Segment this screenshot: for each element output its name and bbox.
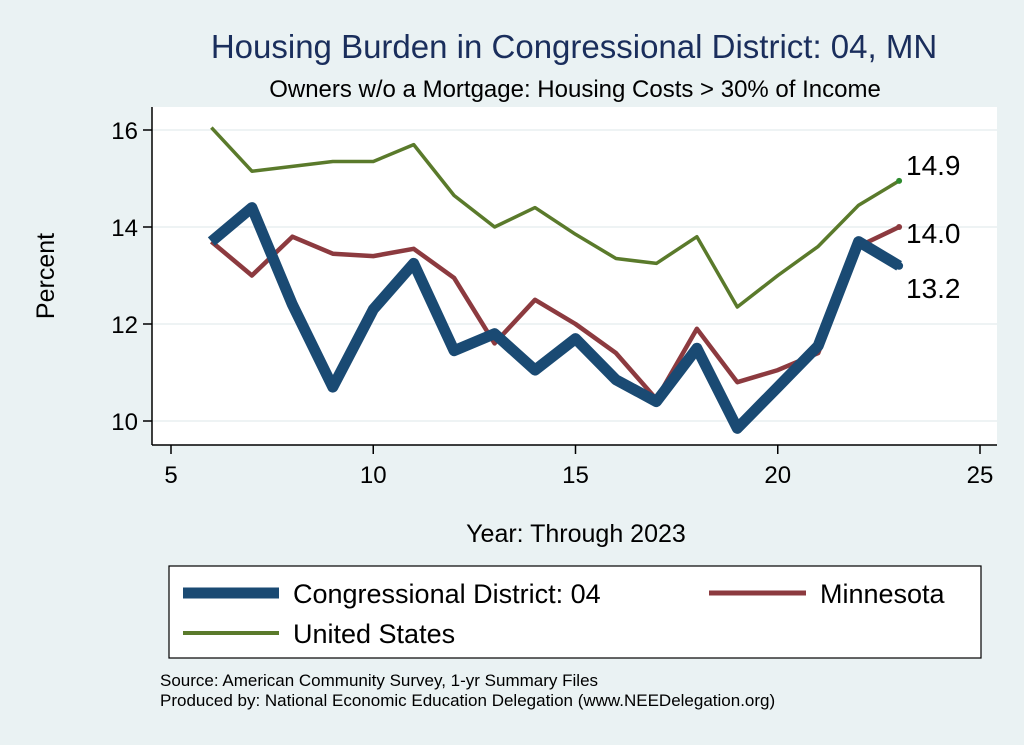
legend-label-united-states: United States: [293, 619, 455, 649]
series-line-minnesota: [209, 224, 901, 402]
x-tick-label-25: 25: [967, 462, 994, 489]
y-tick-label-16: 16: [111, 118, 138, 145]
end-marker-district: [895, 261, 904, 270]
y-tick-label-10: 10: [111, 409, 138, 436]
x-tick-label-15: 15: [562, 462, 589, 489]
series-lines: [207, 126, 902, 434]
x-axis-label: Year: Through 2023: [466, 520, 686, 548]
producer-note: Produced by: National Economic Education…: [160, 691, 775, 710]
legend-entry-district: Congressional District: 04: [183, 579, 601, 609]
y-ticks: 10 12 14 16: [111, 118, 152, 436]
y-tick-label-12: 12: [111, 312, 138, 339]
y-tick-label-14: 14: [111, 215, 138, 242]
legend-entry-united-states: United States: [183, 619, 455, 649]
end-value-label-district: 13.2: [906, 273, 961, 304]
chart-title: Housing Burden in Congressional District…: [211, 28, 937, 65]
plot-area: [152, 107, 997, 445]
end-marker-minnesota: [896, 224, 903, 230]
x-ticks: 5 10 15 20 25: [164, 445, 993, 489]
end-markers: [895, 177, 904, 270]
x-tick-label-5: 5: [164, 462, 177, 489]
x-tick-label-20: 20: [764, 462, 791, 489]
legend-entry-minnesota: Minnesota: [709, 579, 946, 609]
series-line-district: [207, 202, 902, 434]
end-value-label-minnesota: 14.0: [906, 218, 961, 249]
legend-label-minnesota: Minnesota: [820, 579, 946, 609]
y-axis-label: Percent: [32, 233, 60, 319]
end-value-label-united-states: 14.9: [906, 150, 961, 181]
legend-label-district: Congressional District: 04: [293, 579, 601, 609]
legend-box: [168, 565, 982, 659]
source-note: Source: American Community Survey, 1-yr …: [160, 671, 598, 690]
series-line-united-states: [210, 126, 901, 309]
end-labels: 13.2 14.0 14.9: [906, 150, 961, 304]
x-tick-label-10: 10: [360, 462, 387, 489]
end-marker-united-states: [896, 177, 903, 184]
chart-subtitle: Owners w/o a Mortgage: Housing Costs > 3…: [269, 76, 881, 103]
